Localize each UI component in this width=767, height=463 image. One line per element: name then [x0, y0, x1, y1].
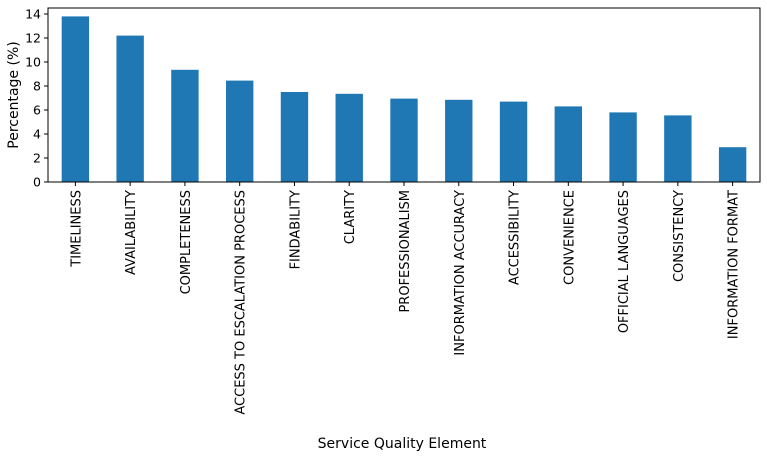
x-tick-label: OFFICIAL LANGUAGES [617, 190, 632, 333]
bar-consistency [664, 115, 692, 182]
y-tick-label: 14 [25, 7, 41, 22]
x-tick-label: CONSISTENCY [672, 190, 687, 282]
bar-accessibility [499, 101, 528, 182]
y-tick-label: 0 [33, 175, 41, 190]
bar-timeliness [61, 16, 90, 183]
bar-information-accuracy [445, 99, 473, 182]
y-tick-label: 8 [33, 79, 41, 94]
bar-information-format [718, 147, 747, 182]
x-tick-label: PROFESSIONALISM [398, 190, 413, 313]
x-tick-label: FINDABILITY [288, 190, 303, 269]
x-axis-ticks: TIMELINESS AVAILABILITY COMPLETENESS ACCESS… [69, 182, 742, 415]
bar-professionalism [390, 98, 418, 182]
y-tick-label: 10 [25, 55, 41, 70]
x-tick-label: ACCESS TO ESCALATION PROCESS [234, 190, 249, 415]
x-tick-label: TIMELINESS [69, 190, 84, 268]
x-tick-label: AVAILABILITY [124, 190, 139, 275]
x-tick-label: CLARITY [343, 190, 358, 244]
bar-availability [116, 35, 144, 182]
bar-findability [280, 92, 309, 182]
plot-frame [47, 7, 761, 183]
bar-access-to-escalation-process [226, 80, 254, 182]
bar-completeness [171, 69, 199, 182]
x-axis-label: Service Quality Element [318, 436, 487, 452]
bar-convenience [554, 106, 582, 182]
x-tick-label: INFORMATION FORMAT [727, 190, 742, 339]
y-tick-label: 6 [33, 103, 41, 118]
x-tick-label: ACCESSIBILITY [508, 190, 523, 285]
y-tick-label: 2 [33, 151, 41, 166]
y-axis-label: Percentage (%) [6, 41, 22, 148]
y-axis-ticks: 0 2 4 6 8 10 12 14 [25, 7, 48, 190]
bar-clarity [335, 93, 363, 182]
y-tick-label: 4 [33, 127, 41, 142]
x-tick-label: INFORMATION ACCURACY [453, 190, 468, 356]
x-tick-label: COMPLETENESS [179, 190, 194, 294]
y-tick-label: 12 [25, 31, 41, 46]
bar-official-languages [609, 112, 637, 182]
x-tick-label: CONVENIENCE [562, 190, 577, 285]
bars-group [61, 16, 747, 183]
